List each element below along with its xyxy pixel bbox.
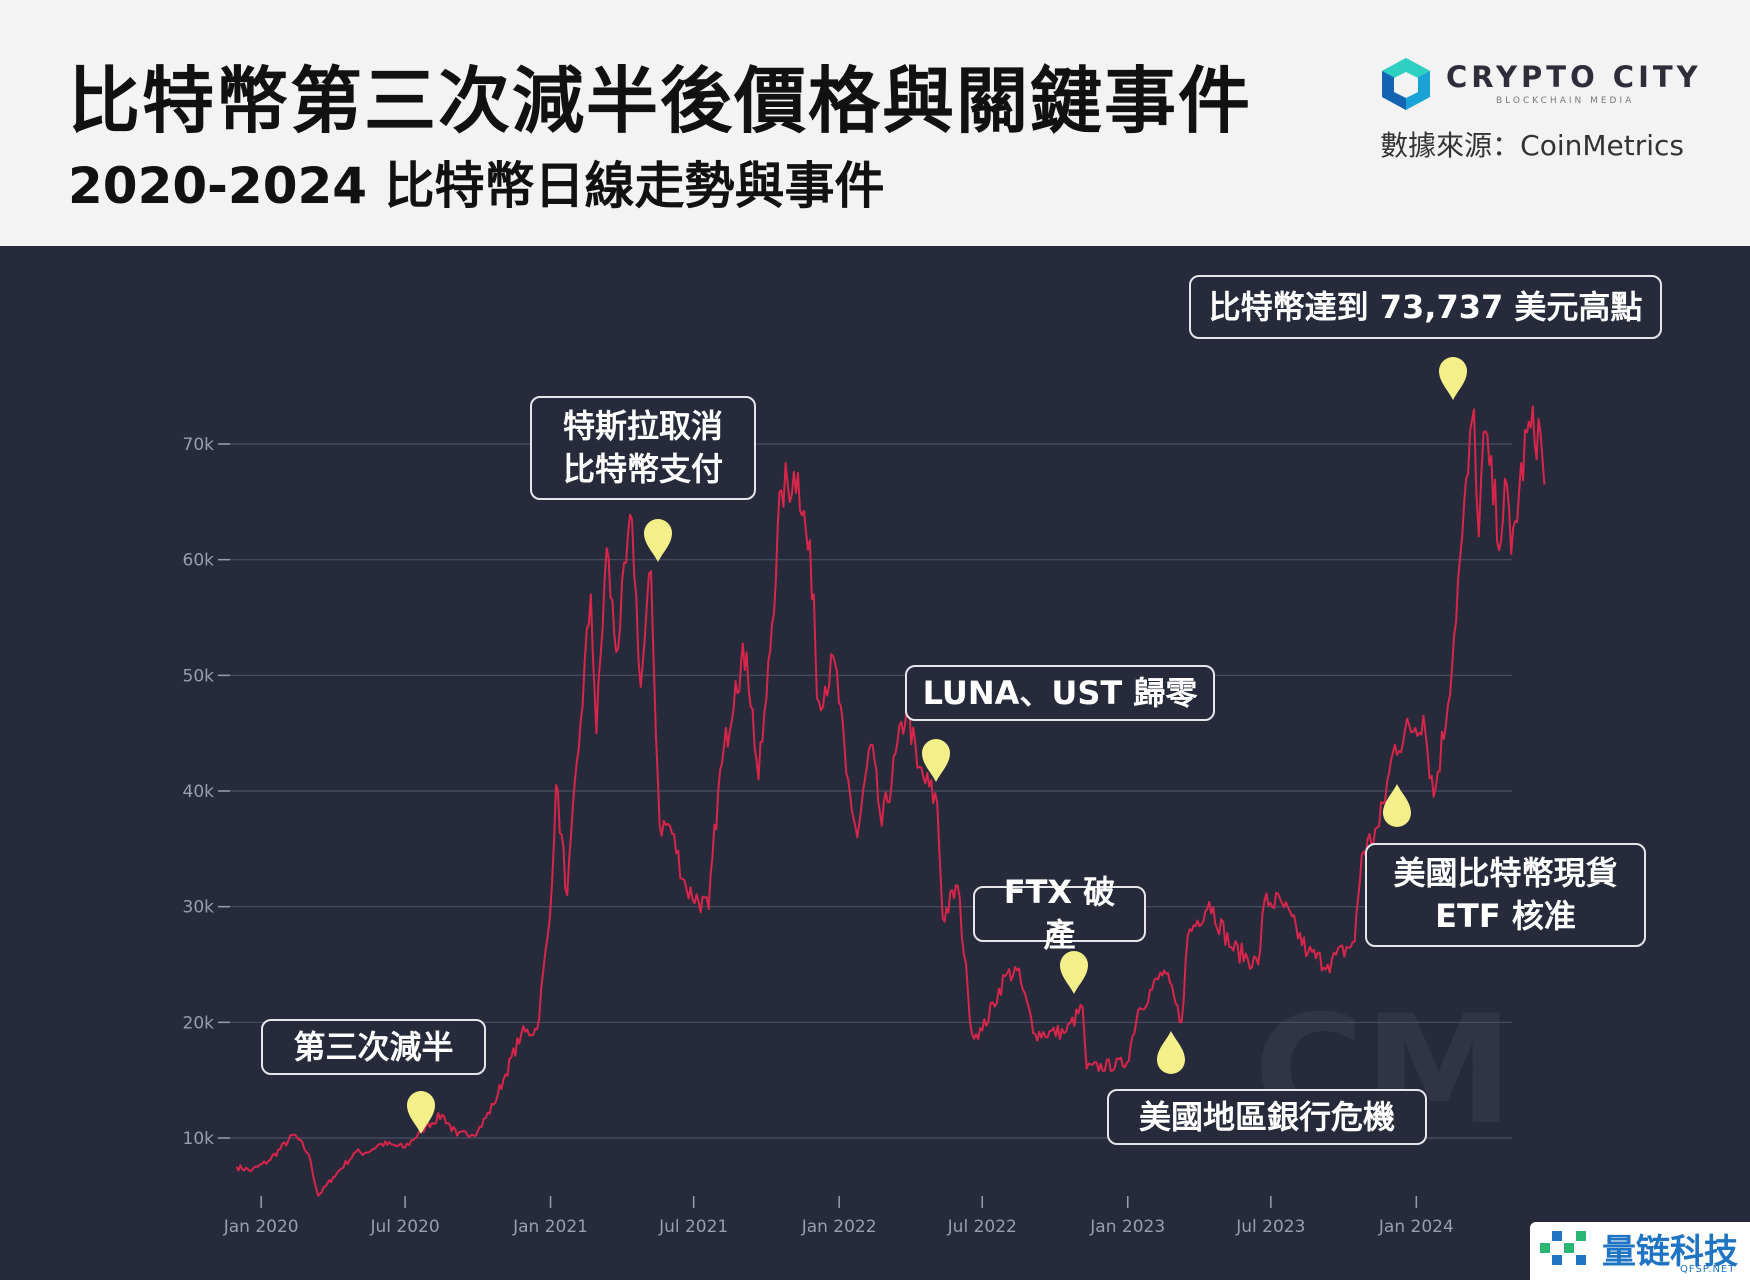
- annotation-box: 特斯拉取消 比特幣支付: [530, 396, 756, 500]
- annotation-box: 美國比特幣現貨 ETF 核准: [1365, 843, 1646, 947]
- y-tick-label: 30k: [183, 898, 215, 918]
- annotation-label: 美國比特幣現貨 ETF 核准: [1393, 854, 1618, 935]
- x-tick-label: Jul 2023: [1235, 1217, 1305, 1237]
- x-tick-label: Jan 2023: [1089, 1217, 1165, 1237]
- qfsp-logo-subtext: QFSP.NET: [1680, 1264, 1736, 1275]
- y-tick-label: 10k: [183, 1129, 215, 1149]
- annotation-box: 第三次減半: [261, 1019, 486, 1075]
- location-pin-icon: [1060, 951, 1088, 994]
- annotation-label: 比特幣達到 73,737 美元高點: [1208, 287, 1643, 326]
- annotation-box: 比特幣達到 73,737 美元高點: [1189, 275, 1662, 339]
- annotation-box: FTX 破產: [973, 873, 1146, 954]
- data-source: 數據來源：CoinMetrics: [1380, 129, 1684, 162]
- y-tick-label: 70k: [183, 435, 215, 455]
- annotation-label: LUNA、UST 歸零: [922, 673, 1198, 712]
- x-tick-label: Jan 2020: [223, 1217, 299, 1237]
- page-subtitle: 2020-2024 比特幣日線走勢與事件: [68, 157, 885, 215]
- qfsp-logo-text: 量链科技: [1602, 1232, 1738, 1272]
- price-chart: 10k 20k 30k 40k 50k 60k 70k Jan 2020 Jul 2020 Jan…: [183, 405, 1546, 1237]
- annotation-box: LUNA、UST 歸零: [905, 665, 1215, 721]
- x-tick-label: Jul 2020: [369, 1217, 439, 1237]
- crypto-city-logo: CRYPTO CITY BLOCKCHAIN MEDIA: [1378, 56, 1698, 116]
- qfsp-logo: 量链科技 QFSP.NET: [1530, 1222, 1750, 1280]
- y-tick-label: 20k: [183, 1013, 215, 1033]
- brand-name: CRYPTO CITY: [1446, 60, 1702, 94]
- page-title: 比特幣第三次減半後價格與關鍵事件: [68, 59, 1253, 143]
- annotation-box: 美國地區銀行危機: [1107, 1089, 1427, 1145]
- y-tick-label: 40k: [183, 782, 215, 802]
- header: 比特幣第三次減半後價格與關鍵事件 2020-2024 比特幣日線走勢與事件 CR…: [0, 0, 1750, 246]
- location-pin-icon: [1439, 357, 1467, 400]
- location-pin-icon: [1383, 784, 1411, 827]
- location-pin-icon: [922, 739, 950, 782]
- location-pin-icon: [1157, 1031, 1185, 1074]
- x-tick-label: Jul 2021: [658, 1217, 728, 1237]
- x-tick-label: Jul 2022: [947, 1217, 1017, 1237]
- annotation-label: FTX 破產: [1003, 873, 1116, 954]
- chart-area: CM 10k 20k 30k 40k 50k 60k 70k Jan 2020 Jul 2020…: [0, 246, 1750, 1280]
- y-tick-label: 50k: [183, 666, 215, 686]
- location-pin-icon: [644, 519, 672, 562]
- y-tick-label: 60k: [183, 551, 215, 571]
- cube-logo-icon: [1382, 58, 1430, 110]
- location-pin-icon: [407, 1091, 435, 1134]
- brand-subtitle: BLOCKCHAIN MEDIA: [1496, 96, 1635, 106]
- x-tick-label: Jan 2024: [1378, 1217, 1454, 1237]
- annotation-label: 美國地區銀行危機: [1138, 1097, 1395, 1136]
- x-tick-label: Jan 2022: [801, 1217, 877, 1237]
- x-tick-label: Jan 2021: [512, 1217, 588, 1237]
- series-line-btc-price: [235, 405, 1546, 1197]
- annotation-label: 特斯拉取消 比特幣支付: [562, 407, 723, 488]
- annotation-label: 第三次減半: [293, 1027, 454, 1066]
- qfsp-emblem-icon: [1540, 1231, 1586, 1265]
